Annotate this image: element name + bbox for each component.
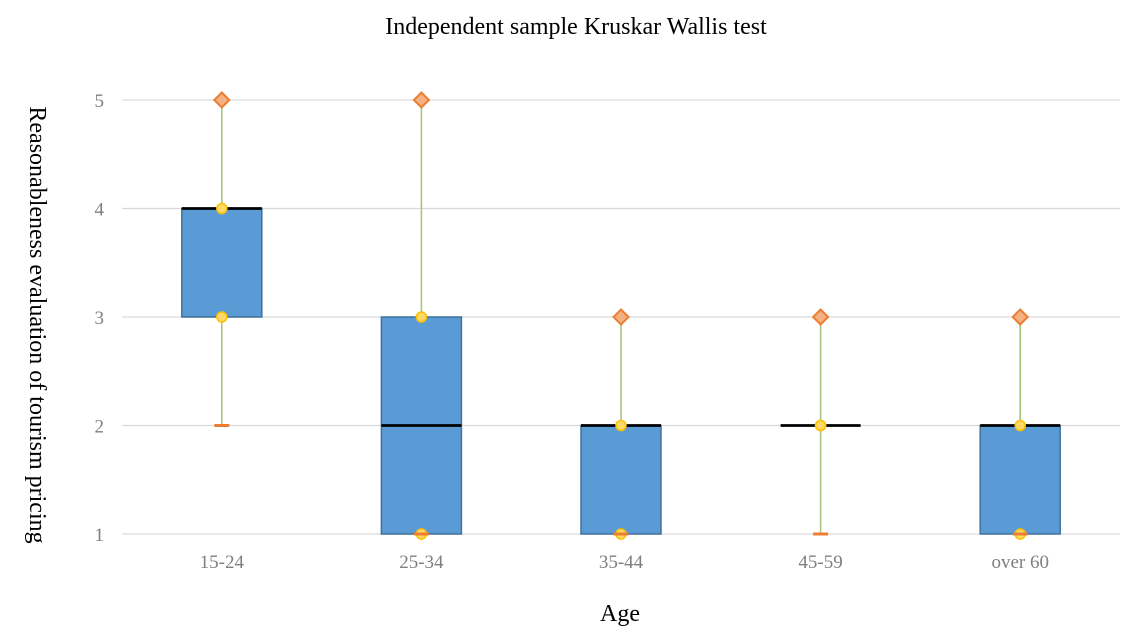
y-tick-labels: 1 2 3 4 5 [95,91,105,546]
y-tick-label: 2 [95,417,105,438]
x-tick-labels: 15-24 25-34 35-44 45-59 over 60 [200,552,1049,573]
max-marker [412,91,431,109]
quartile-marker [1014,419,1026,432]
box-layer [181,91,1061,540]
y-tick-label: 4 [95,200,105,221]
x-tick-label: 25-34 [399,552,444,573]
quartile-marker [415,311,428,323]
quartile-marker [615,419,627,432]
max-marker [811,308,830,326]
quartile-marker [216,202,228,215]
x-tick-label: 45-59 [798,552,842,573]
box-group [780,308,861,536]
box-group [580,308,662,540]
quartile-marker [216,311,228,323]
x-tick-label: 35-44 [599,552,644,573]
max-marker [212,91,231,109]
quartile-marker [814,419,827,432]
x-tick-label: 15-24 [200,552,245,573]
box [580,424,662,535]
y-axis-label: Reasonableness evaluation of tourism pri… [24,106,50,543]
max-marker [612,308,630,326]
box-group [181,91,263,427]
chart-title: Independent sample Kruskar Wallis test [385,14,767,40]
box-group [380,91,463,540]
x-axis-label: Age [600,601,640,627]
y-tick-label: 1 [95,525,105,546]
max-marker [1011,308,1030,326]
x-tick-label: over 60 [991,552,1049,573]
box [181,207,263,318]
y-tick-label: 5 [95,91,105,112]
box-group [979,308,1061,540]
box [979,424,1061,535]
y-tick-label: 3 [95,308,105,329]
